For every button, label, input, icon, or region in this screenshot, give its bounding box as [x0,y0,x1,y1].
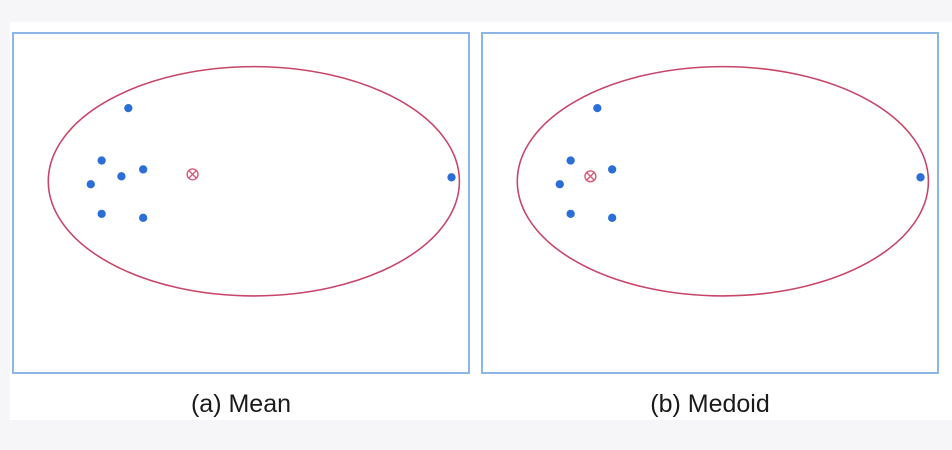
caption-mean: (a) Mean [190,390,292,418]
data-point [86,180,95,189]
data-point [139,165,148,174]
data-point [593,103,602,113]
medoid-plot [516,65,930,297]
data-points [86,103,456,222]
medoid-center-marker [584,170,597,183]
data-point [97,209,106,219]
cluster-boundary-ellipse [516,65,930,297]
x-cross-marker-icon [187,169,198,179]
cluster-boundary-ellipse [47,65,461,297]
data-point [916,173,925,182]
mean-plot [47,65,461,297]
data-point [608,213,617,222]
data-point [97,156,106,165]
data-point [608,165,617,174]
data-points [555,103,925,222]
panel-mean [12,32,470,374]
data-point [124,103,133,113]
data-point [117,172,126,181]
panel-medoid [481,32,939,374]
mean-center-marker [186,168,199,181]
data-point [139,213,148,222]
x-cross-marker-icon [585,171,596,181]
data-point [566,209,575,219]
center-marker-ring [584,170,597,183]
data-point [566,156,575,165]
center-marker-ring [186,168,199,181]
data-point [447,173,456,182]
caption-medoid: (b) Medoid [650,390,770,418]
data-point [555,180,564,189]
